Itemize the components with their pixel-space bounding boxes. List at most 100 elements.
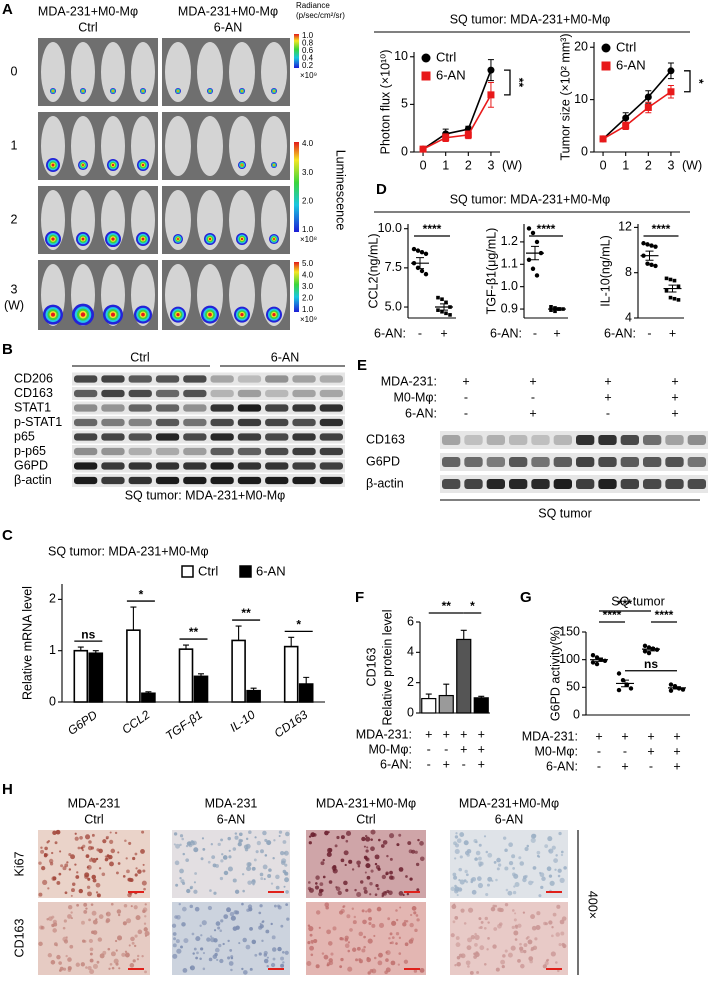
nucleus (332, 926, 337, 931)
nucleus (458, 867, 463, 872)
bar (73, 649, 89, 703)
nucleus (271, 935, 276, 940)
blot-band (292, 375, 316, 383)
nucleus (464, 850, 470, 856)
nucleus (173, 832, 178, 836)
nucleus (550, 951, 556, 957)
nucleus (229, 948, 233, 952)
nucleus (124, 839, 127, 843)
nucleus (242, 889, 245, 893)
nucleus (525, 937, 529, 940)
nucleus (523, 949, 527, 954)
signal-spot (272, 313, 276, 317)
panel-label: F (355, 589, 364, 606)
nucleus (514, 882, 520, 888)
nucleus (386, 854, 389, 858)
series-line (422, 69, 492, 150)
nucleus (528, 880, 533, 886)
nucleus (89, 969, 95, 975)
error-bar (440, 303, 448, 311)
signal-spot (141, 237, 145, 241)
nucleus (474, 942, 478, 947)
blot-label: β-actin (366, 476, 404, 490)
x-tick-label: 2 (465, 158, 472, 172)
mouse (101, 42, 125, 102)
nucleus (389, 875, 394, 880)
blot-band (292, 389, 316, 398)
blot-band (620, 456, 639, 468)
blot-band (319, 462, 343, 470)
blot-caption: SQ tumor (538, 506, 592, 520)
condition-label: MDA-231: (522, 729, 578, 743)
nucleus (495, 878, 498, 882)
signal-spot (111, 312, 115, 317)
nucleus (110, 951, 116, 957)
nucleus (514, 912, 517, 915)
nucleus (189, 966, 193, 969)
nucleus (326, 929, 332, 935)
nucleus (413, 969, 418, 973)
series-line (602, 70, 672, 140)
nucleus (313, 938, 318, 944)
nucleus (508, 860, 514, 866)
nucleus (402, 922, 407, 927)
signal-spot (177, 238, 179, 241)
x-tick-label: 1 (622, 158, 629, 172)
bar (178, 648, 194, 703)
nucleus (544, 961, 549, 966)
nucleus (483, 926, 487, 930)
nucleus (556, 904, 561, 909)
nucleus (365, 863, 371, 869)
nucleus (179, 868, 184, 874)
nucleus (228, 961, 234, 966)
nucleus (328, 958, 333, 963)
nucleus (419, 856, 425, 862)
nucleus (526, 844, 530, 848)
nucleus (513, 885, 516, 888)
nucleus (38, 941, 43, 947)
x-tick-label: CCL2 (119, 707, 152, 736)
nucleus (310, 953, 314, 957)
nucleus (504, 902, 509, 907)
x-tick-label: - (533, 326, 537, 340)
nucleus (264, 854, 268, 857)
point (436, 308, 440, 312)
nucleus (485, 892, 489, 897)
nucleus (191, 932, 195, 936)
nucleus (467, 907, 474, 913)
nucleus (280, 963, 285, 968)
nucleus (493, 860, 497, 864)
nucleus (474, 934, 480, 940)
x-tick-label: CD163 (272, 707, 311, 740)
significance-label: **** (655, 608, 674, 622)
nucleus (50, 960, 56, 965)
nucleus (89, 947, 94, 952)
colorbar-label: Luminescence (334, 150, 348, 231)
point (448, 313, 452, 317)
nucleus (530, 837, 536, 843)
panel-label: D (376, 181, 387, 198)
nucleus (414, 928, 418, 933)
nucleus (410, 913, 413, 917)
blot-band (237, 476, 262, 485)
row-label: CD163 (12, 919, 26, 958)
significance-label: * (139, 587, 144, 601)
y-tick-label: 6 (407, 614, 414, 628)
nucleus (375, 864, 381, 870)
nucleus (211, 855, 216, 860)
nucleus (58, 872, 62, 876)
nucleus (124, 952, 130, 958)
nucleus (219, 958, 224, 964)
signal-spot (80, 312, 86, 317)
legend-marker (421, 53, 431, 63)
nucleus (345, 888, 349, 892)
nucleus (501, 964, 505, 969)
timepoint-unit: (W) (4, 298, 24, 312)
nucleus (63, 919, 67, 923)
nucleus (247, 880, 252, 885)
condition-sign: + (673, 744, 680, 758)
nucleus (404, 942, 409, 947)
nucleus (308, 835, 312, 838)
x-tick-label: + (440, 326, 447, 340)
nucleus (552, 912, 557, 917)
